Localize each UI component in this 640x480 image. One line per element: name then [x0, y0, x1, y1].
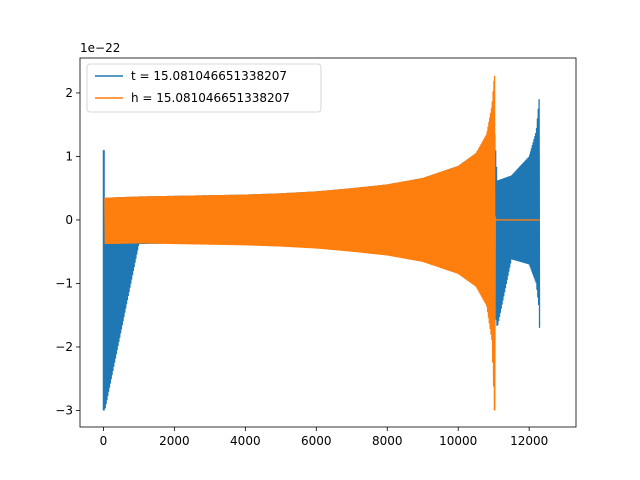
axes-frame	[79, 57, 577, 428]
legend: t = 15.081046651338207 h = 15.0810466513…	[86, 63, 322, 113]
y-tick-label: 0	[65, 213, 73, 227]
legend-label-h: h = 15.081046651338207	[131, 91, 290, 105]
y-axis-ticks: 2 1 0 −1 −2 −3	[55, 86, 80, 417]
y-tick-label: 1	[65, 149, 73, 163]
x-axis-ticks: 0 2000 4000 6000 8000 10000 12000	[100, 427, 548, 448]
y-tick-label: 2	[65, 86, 73, 100]
legend-label-t: t = 15.081046651338207	[131, 69, 287, 83]
x-tick-label: 0	[100, 434, 108, 448]
y-tick-label: −2	[55, 340, 73, 354]
x-tick-label: 6000	[301, 434, 332, 448]
x-tick-label: 10000	[439, 434, 477, 448]
x-tick-label: 8000	[372, 434, 403, 448]
y-offset-text: 1e−22	[80, 41, 120, 55]
x-tick-label: 4000	[230, 434, 261, 448]
legend-box	[86, 63, 322, 113]
series-h-line	[104, 75, 540, 411]
plot-area	[102, 75, 541, 411]
x-tick-label: 12000	[510, 434, 548, 448]
x-tick-label: 2000	[159, 434, 190, 448]
y-tick-label: −3	[55, 403, 73, 417]
y-tick-label: −1	[55, 276, 73, 290]
